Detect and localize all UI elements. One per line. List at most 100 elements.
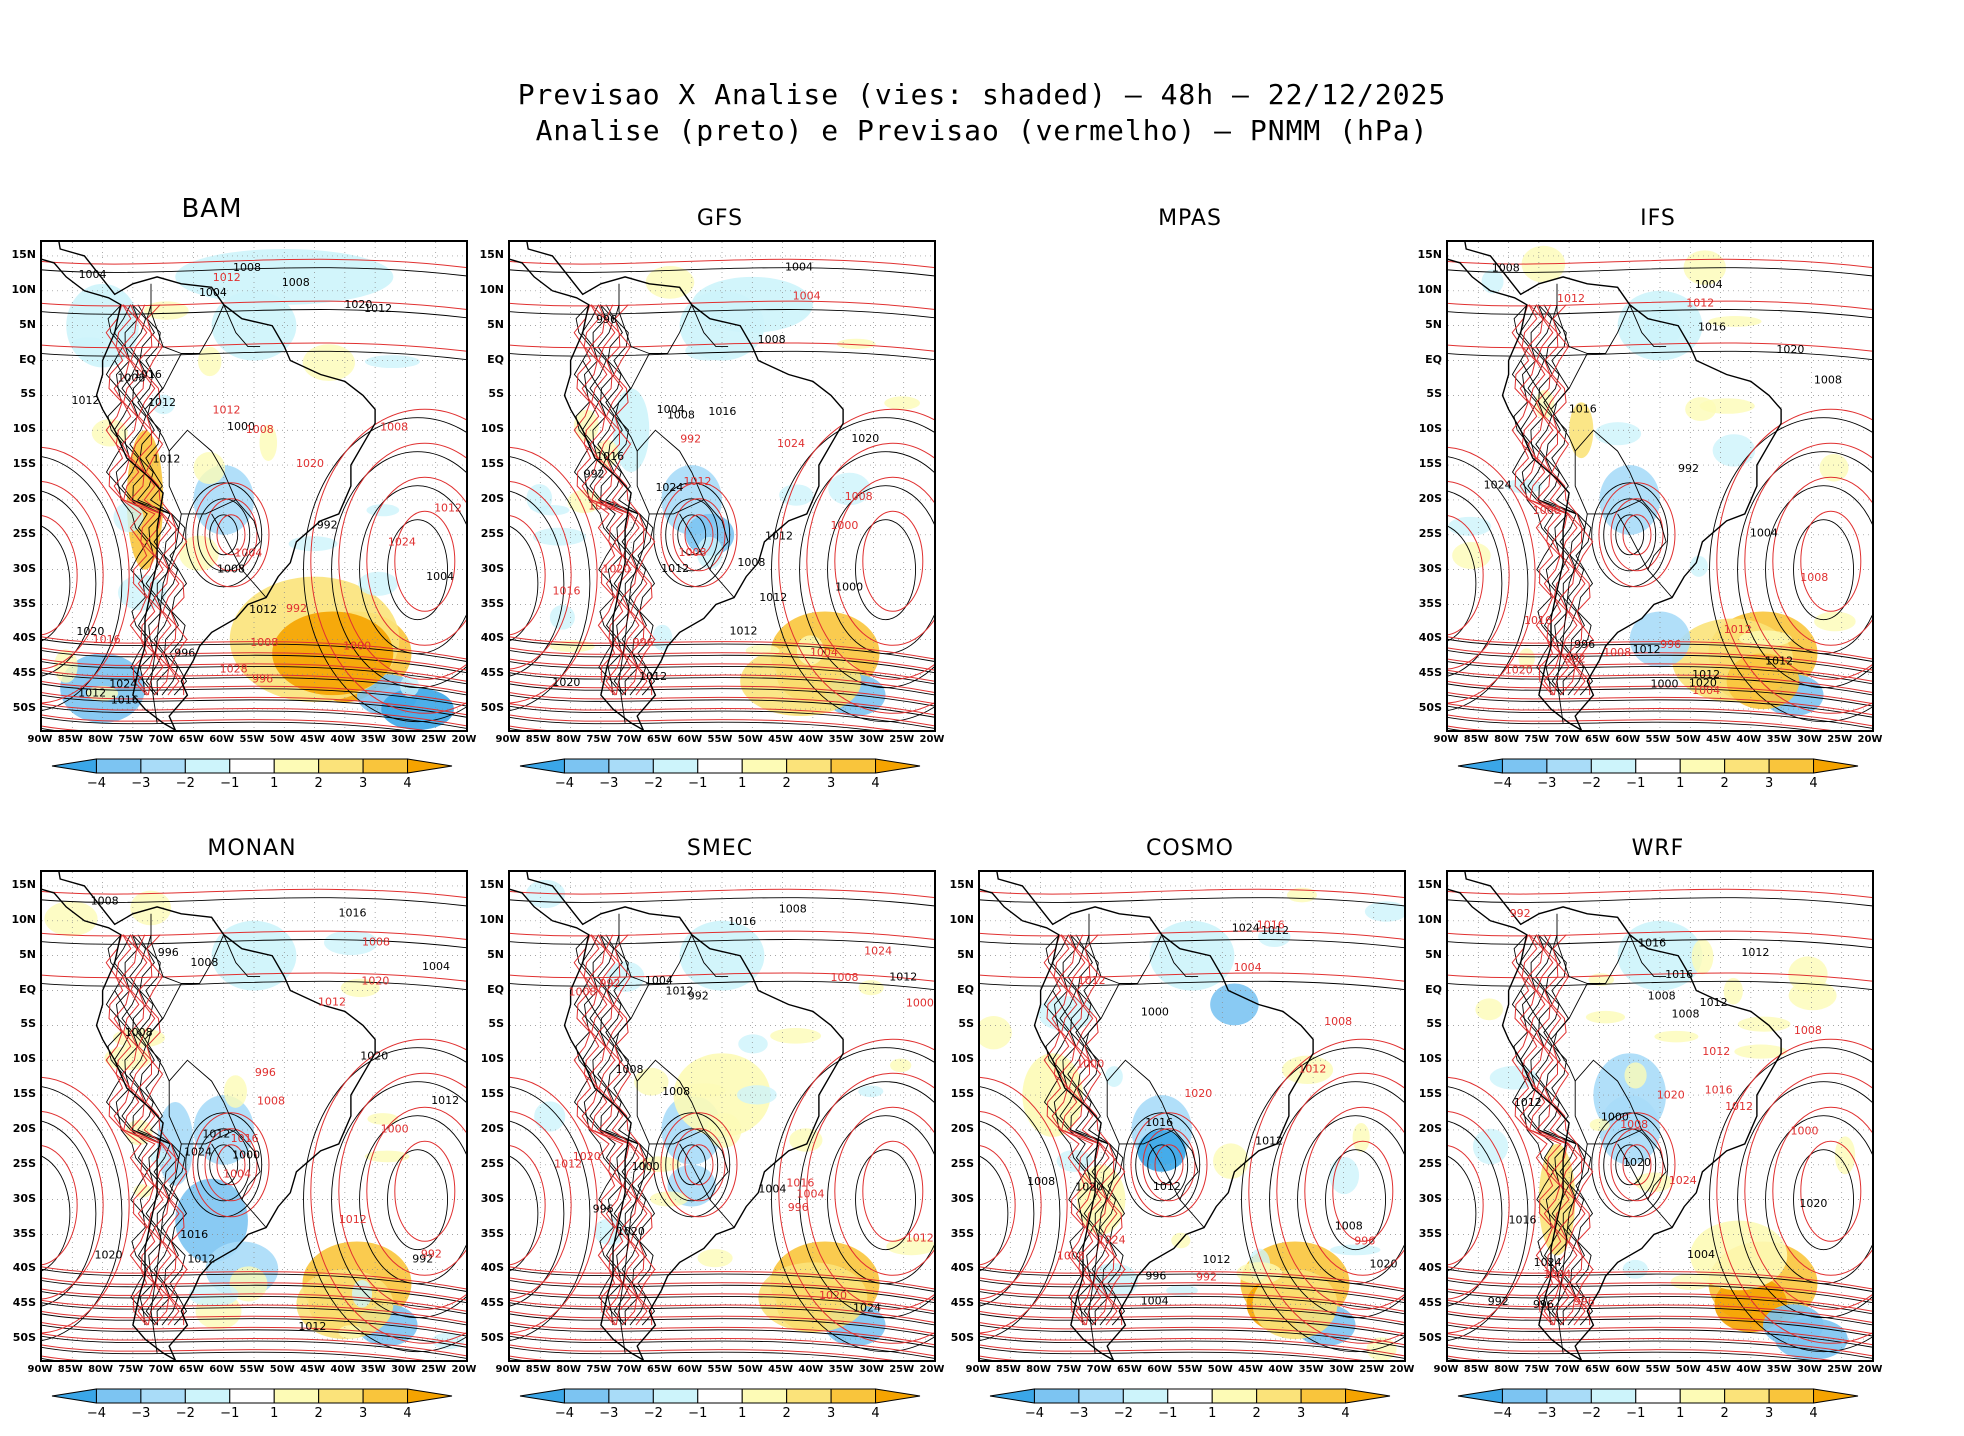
lon-tick-label: 85W (57, 1364, 83, 1375)
colorbar-swatch (362, 1388, 409, 1404)
colorbar-swatch (95, 1388, 142, 1404)
isobar (1075, 934, 1118, 1326)
bias-shading (736, 1085, 777, 1105)
isobar (1059, 934, 1102, 1326)
isobar (510, 1268, 934, 1292)
country-border (1556, 283, 1588, 354)
analysis-contour-label: 1012 (1692, 668, 1720, 681)
lat-tick-label: 40S (12, 1261, 36, 1275)
country-border (1082, 934, 1205, 1228)
colorbar-swatch (1679, 1388, 1726, 1404)
forecast-contour-label: 1016 (1705, 1084, 1733, 1097)
isobar (1325, 1149, 1386, 1251)
lon-tick-label: 65W (1116, 1364, 1142, 1375)
bias-shading (143, 301, 189, 320)
analysis-contour-label: 1008 (190, 956, 218, 969)
forecast-contour-label: 1008 (380, 420, 408, 433)
lon-tick-label: 60W (1147, 1364, 1173, 1375)
analysis-contour-label: 1020 (360, 1049, 388, 1062)
isobar (366, 476, 466, 646)
isobar (42, 446, 130, 704)
isobar (613, 934, 656, 1326)
colorbar-swatch (1813, 758, 1859, 774)
analysis-contour-label: 1016 (1638, 937, 1666, 950)
isobar (1448, 705, 1872, 729)
isobar (980, 888, 1404, 899)
bias-shading (890, 1058, 912, 1073)
lon-tick-label: 85W (525, 1364, 551, 1375)
bias-shading (198, 346, 222, 377)
isobar (42, 669, 466, 693)
isobar (510, 1120, 565, 1307)
colorbar-tick-label: 4 (403, 1406, 412, 1421)
isobar (510, 1299, 934, 1323)
colorbar-swatch (1345, 1388, 1391, 1404)
lon-tick-label: 90W (965, 1364, 991, 1375)
analysis-contour-label: 1020 (1370, 1258, 1398, 1271)
isobar (1448, 1302, 1872, 1326)
country-border (1088, 1143, 1120, 1354)
bias-shading (740, 646, 862, 717)
bias-shading (351, 1280, 373, 1308)
bias-shading (259, 424, 278, 462)
isobar (510, 1155, 539, 1272)
forecast-contour-label: 1000 (906, 997, 934, 1010)
colorbar-tick-label: −4 (554, 776, 575, 791)
isobar (510, 650, 934, 673)
isobar (42, 1291, 466, 1315)
isobar (42, 658, 466, 682)
lon-tick-label: 20W (1857, 734, 1883, 745)
isobar (1511, 934, 1554, 1326)
lon-tick-label: 75W (118, 734, 144, 745)
lat-tick-label: 50S (1418, 701, 1442, 715)
isobar (510, 1335, 934, 1359)
forecast-contour-label: 992 (421, 1248, 442, 1261)
bias-shading (1352, 1122, 1370, 1153)
lon-tick-label: 50W (1675, 734, 1701, 745)
isobar (834, 1106, 934, 1276)
forecast-contour-label: 1000 (1076, 1057, 1104, 1070)
lat-tick-label: 30S (1418, 561, 1442, 575)
analysis-contour-label: 996 (158, 946, 179, 959)
colorbar-tick-label: −1 (688, 1406, 708, 1421)
analysis-contour-label: 992 (317, 519, 338, 532)
colorbar-tick-label: −3 (1537, 776, 1557, 791)
lon-tick-label: 40W (330, 1364, 356, 1375)
analysis-contour-label: 1008 (667, 408, 695, 421)
analysis-contour-label: 1008 (117, 371, 145, 384)
colorbar-swatch (407, 758, 453, 774)
lat-tick-label: 10S (1418, 422, 1442, 436)
forecast-contour-label: 996 (1574, 1295, 1595, 1308)
bias-shading (1712, 434, 1756, 467)
isobar (597, 934, 639, 1326)
country-border (144, 304, 267, 598)
colorbar-swatch (1501, 1388, 1548, 1404)
country-border (1520, 360, 1552, 410)
isobar (980, 1291, 1404, 1315)
isobar (980, 1076, 1068, 1334)
forecast-contour-label: 1012 (1298, 1063, 1326, 1076)
forecast-contour-label: 1012 (213, 404, 241, 417)
isobar (1610, 1128, 1664, 1202)
colorbar-tick-label: 4 (403, 776, 412, 791)
map-monan: 1016 1012 1012 1012 1008 1016 1020 1024 1008 1004… (40, 870, 468, 1362)
isobar (42, 1086, 123, 1341)
colorbar-swatch (1211, 1388, 1258, 1404)
lat-tick-label: 25S (480, 526, 504, 540)
lon-tick-label: 50W (269, 734, 295, 745)
bias-shading (534, 1101, 566, 1132)
analysis-contour-label: 1012 (187, 1252, 215, 1265)
lon-tick-label: 40W (330, 734, 356, 745)
isobar (597, 304, 639, 696)
analysis-contour-label: 1000 (227, 420, 255, 433)
country-border (1556, 913, 1588, 984)
analysis-contour-label: 1004 (758, 1182, 786, 1195)
lat-tick-label: 35S (12, 1226, 36, 1240)
forecast-contour-label: 996 (255, 1066, 276, 1079)
lon-tick-label: 25W (1827, 1364, 1853, 1375)
isobar (42, 980, 466, 990)
colorbar-swatch (652, 758, 699, 774)
analysis-contour-label: 1016 (111, 694, 139, 707)
isobar (42, 258, 466, 269)
country-border (150, 913, 182, 984)
